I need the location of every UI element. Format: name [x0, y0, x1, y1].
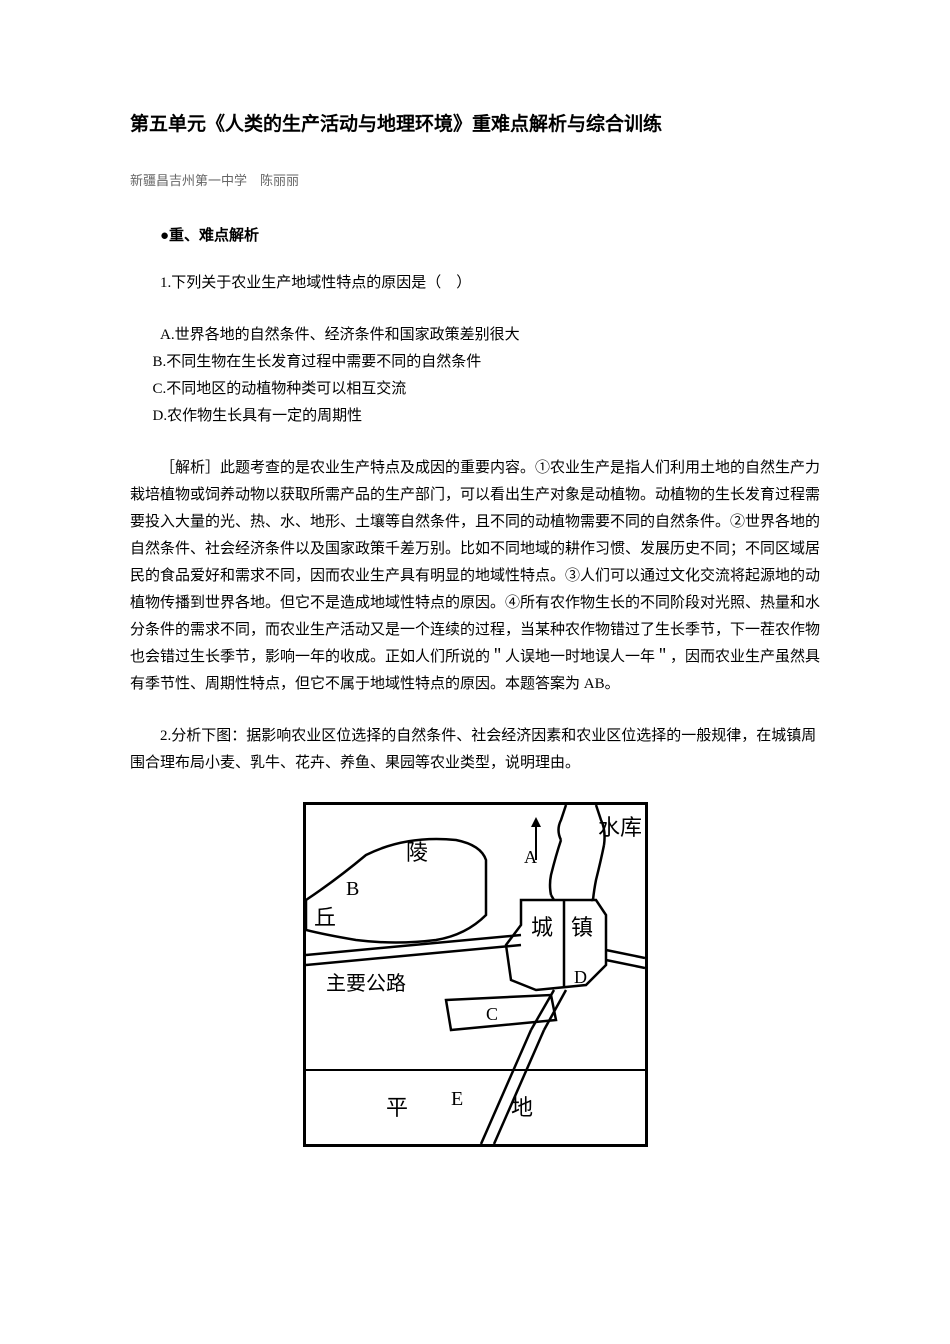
label-c: C	[486, 1004, 498, 1024]
river-left	[550, 840, 561, 895]
label-e: E	[451, 1088, 463, 1110]
option-d: D.农作物生长具有一定的周期性	[130, 403, 820, 430]
question-1-options: A.世界各地的自然条件、经济条件和国家政策差别很大 B.不同生物在生长发育过程中…	[130, 322, 820, 430]
road-horizontal-bottom	[306, 945, 521, 965]
map-diagram: 陵 B 丘 A 水库 城 镇 主要公路 C D 平 E 地	[303, 802, 648, 1147]
section-header: ●重、难点解析	[130, 224, 820, 245]
label-di: 地	[511, 1095, 533, 1120]
map-svg: 陵 B 丘 A 水库 城 镇 主要公路 C D 平 E 地	[306, 805, 645, 1144]
document-title: 第五单元《人类的生产活动与地理环境》重难点解析与综合训练	[130, 110, 820, 140]
label-road: 主要公路	[326, 972, 406, 995]
reservoir-left	[558, 805, 566, 840]
road-right-bottom	[606, 960, 645, 968]
option-a: A.世界各地的自然条件、经济条件和国家政策差别很大	[130, 322, 820, 349]
label-zhen: 镇	[571, 915, 593, 940]
question-2-text: 2.分析下图：据影响农业区位选择的自然条件、社会经济因素和农业区位选择的一般规律…	[130, 723, 820, 777]
c-box	[446, 995, 556, 1030]
option-c: C.不同地区的动植物种类可以相互交流	[130, 376, 820, 403]
label-qiu: 丘	[314, 905, 336, 930]
question-1-text: 1.下列关于农业生产地域性特点的原因是（ ）	[130, 270, 820, 297]
label-b: B	[346, 878, 359, 900]
road-right-top	[606, 950, 645, 958]
option-b: B.不同生物在生长发育过程中需要不同的自然条件	[130, 349, 820, 376]
analysis-text: ［解析］此题考查的是农业生产特点及成因的重要内容。①农业生产是指人们利用土地的自…	[130, 455, 820, 698]
label-shuiku: 水库	[598, 815, 642, 840]
river-right	[593, 845, 604, 900]
label-a: A	[524, 847, 537, 867]
road-down2-left	[481, 1030, 531, 1144]
label-ling: 陵	[406, 840, 428, 865]
label-ping: 平	[386, 1095, 408, 1120]
author-line: 新疆昌吉州第一中学 陈丽丽	[130, 170, 820, 189]
diagram-container: 陵 B 丘 A 水库 城 镇 主要公路 C D 平 E 地	[130, 802, 820, 1147]
road-down2-right	[494, 1030, 544, 1144]
label-d: D	[574, 967, 587, 987]
arrow-head	[531, 817, 541, 827]
label-cheng: 城	[531, 915, 553, 940]
